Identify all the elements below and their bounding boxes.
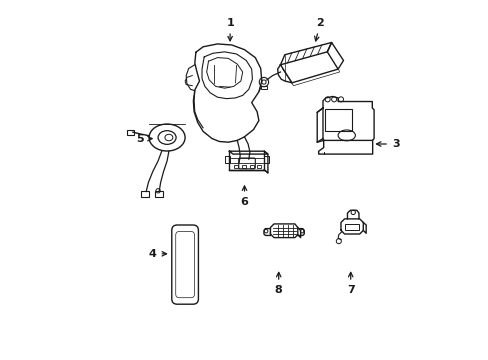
Text: 4: 4 xyxy=(148,249,166,259)
Bar xyxy=(261,86,266,89)
Text: 6: 6 xyxy=(240,186,248,207)
Text: 8: 8 xyxy=(274,273,282,295)
Text: 2: 2 xyxy=(314,18,324,41)
Bar xyxy=(141,191,149,197)
Bar xyxy=(256,165,261,168)
Bar xyxy=(224,156,229,163)
Bar xyxy=(264,156,268,163)
Text: 3: 3 xyxy=(376,139,399,149)
Bar xyxy=(126,130,134,135)
Text: 1: 1 xyxy=(226,18,233,41)
Bar xyxy=(233,165,238,168)
Bar xyxy=(155,191,163,197)
Bar xyxy=(241,165,245,168)
Bar xyxy=(344,224,358,230)
Bar xyxy=(325,109,351,131)
Bar xyxy=(249,165,253,168)
Text: 7: 7 xyxy=(346,273,354,295)
Text: 5: 5 xyxy=(136,134,152,144)
